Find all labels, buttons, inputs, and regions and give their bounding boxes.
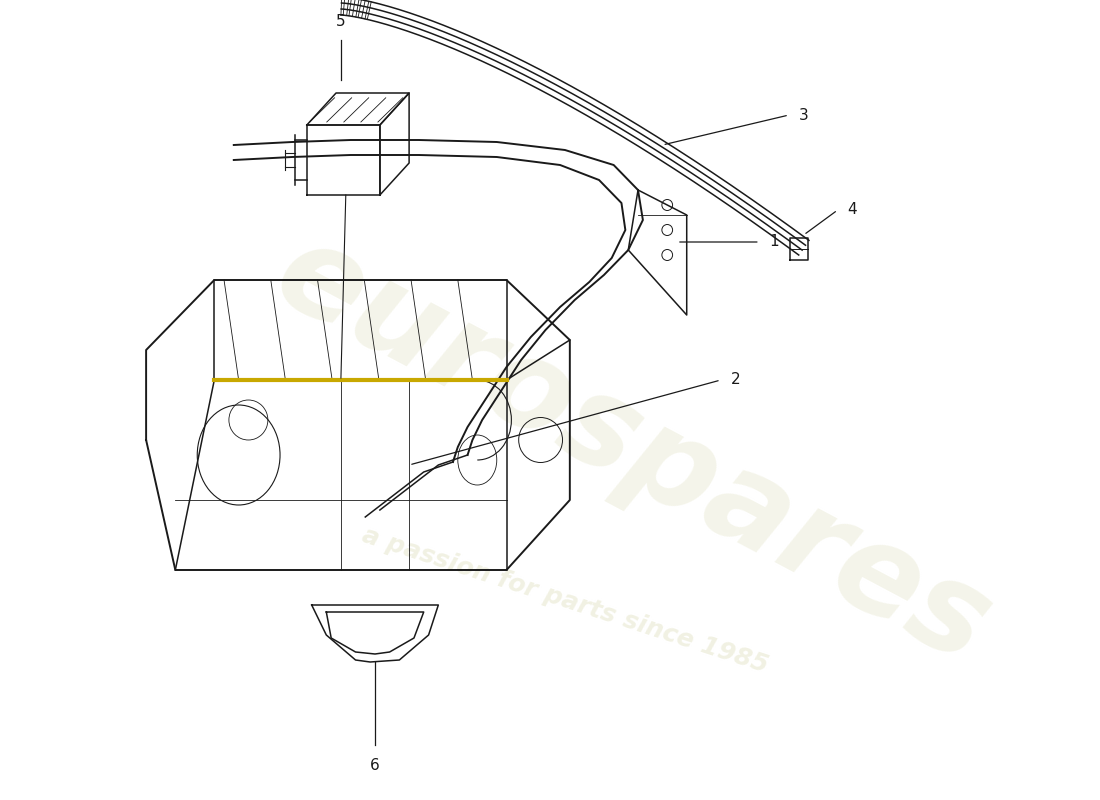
Text: 4: 4 xyxy=(847,202,857,218)
Text: 1: 1 xyxy=(770,234,779,250)
Text: eurospares: eurospares xyxy=(256,211,1011,689)
Text: 6: 6 xyxy=(370,758,379,773)
Text: 3: 3 xyxy=(799,107,808,122)
Text: a passion for parts since 1985: a passion for parts since 1985 xyxy=(359,523,771,677)
Text: 5: 5 xyxy=(337,14,345,30)
Text: 2: 2 xyxy=(730,373,740,387)
